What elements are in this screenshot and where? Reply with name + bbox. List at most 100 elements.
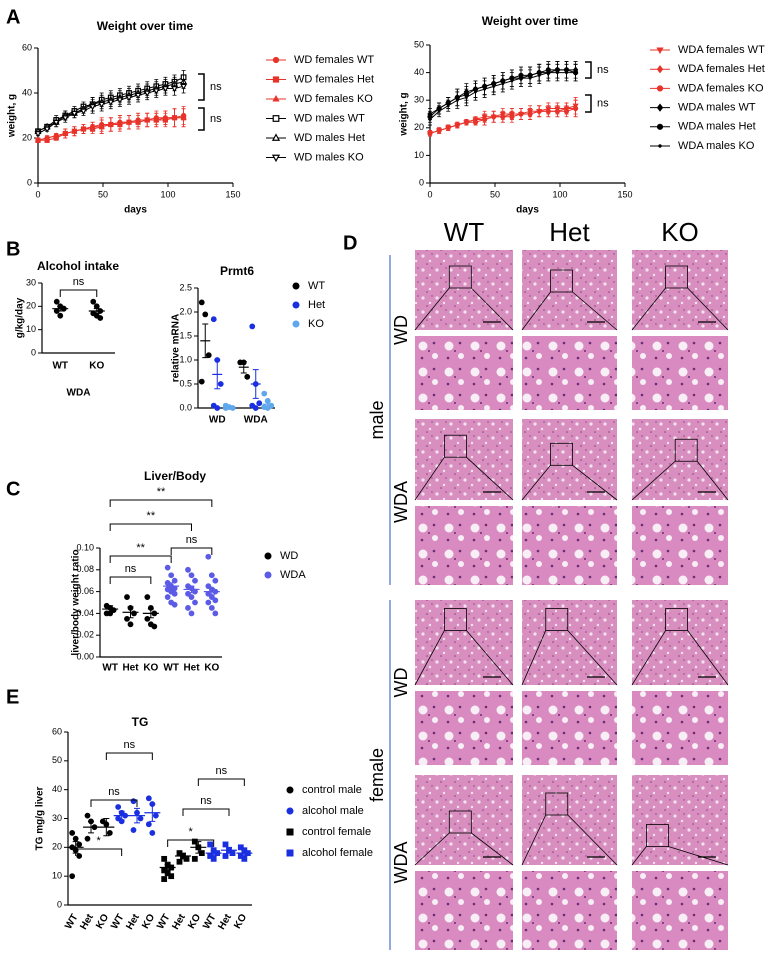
column-header: Het: [549, 217, 590, 247]
error-bar: [57, 305, 64, 312]
error-bar: [164, 864, 171, 871]
significance-bracket: [75, 848, 123, 856]
x-tick-label: 100: [160, 189, 175, 199]
histology-high-mag: [632, 336, 728, 410]
error-bar: [88, 820, 94, 834]
y-tick-label: 1.5: [179, 330, 192, 340]
data-point: [509, 114, 515, 120]
data-point: [43, 126, 51, 134]
histology-low-mag: [415, 600, 513, 685]
histology-high-mag: [415, 506, 513, 585]
data-point: [125, 95, 133, 102]
legend-label: WD males Het: [294, 132, 365, 144]
chart-title: Weight over time: [97, 19, 194, 33]
data-point: [208, 605, 215, 611]
data-point: [188, 610, 195, 617]
x-tick-label: WDA: [244, 415, 268, 426]
error-bar: [134, 807, 140, 824]
data-point: [565, 71, 568, 75]
x-tick-label: WT: [109, 912, 126, 931]
y-tick-label: 0.08: [76, 564, 94, 574]
chart-title: Weight over time: [482, 14, 579, 28]
legend-marker: [272, 76, 280, 83]
significance-label: ns: [186, 534, 198, 546]
data-point: [555, 71, 559, 75]
legend-label: WDA females WT: [678, 44, 765, 56]
data-point: [176, 858, 183, 865]
data-point: [72, 835, 79, 842]
data-point: [244, 373, 251, 380]
zoom-box: [443, 608, 467, 631]
y-tick-label: 0: [31, 347, 36, 357]
x-tick-label: 100: [552, 189, 567, 199]
data-point: [454, 122, 460, 128]
data-point: [116, 118, 123, 125]
data-point: [210, 316, 217, 323]
data-point: [208, 572, 215, 579]
zoom-box: [443, 434, 467, 458]
zoom-box: [665, 608, 688, 631]
legend-label: WD females KO: [294, 93, 373, 105]
legend-label: KO: [308, 318, 324, 330]
x-tick-label: KO: [89, 361, 104, 372]
legend-marker: [272, 115, 280, 122]
zoom-lines: [631, 630, 729, 686]
data-point: [153, 116, 160, 123]
data-point: [554, 108, 561, 114]
y-tick-label: 30: [52, 813, 62, 823]
histology-high-mag: [632, 691, 728, 765]
data-point: [474, 90, 477, 94]
data-point: [191, 855, 198, 862]
histology-low-mag: [632, 419, 728, 500]
panel-label: B: [6, 238, 20, 260]
data-point: [145, 795, 152, 802]
y-tick-label: 0: [57, 899, 62, 909]
legend-marker: [656, 123, 664, 130]
data-point: [69, 830, 76, 836]
data-point: [212, 610, 219, 617]
x-tick-label: 50: [490, 189, 500, 199]
data-point: [563, 108, 570, 114]
data-point: [97, 315, 104, 321]
data-point: [149, 830, 156, 836]
histology-high-mag: [522, 691, 617, 765]
significance-label: ns: [597, 64, 609, 76]
data-point: [53, 298, 60, 305]
x-axis-label: days: [516, 205, 539, 216]
y-tick-label: 40: [414, 67, 424, 77]
zoom-lines: [631, 846, 729, 866]
x-tick-label: 150: [617, 189, 632, 199]
significance-label: ns: [210, 113, 222, 125]
panel-label: D: [343, 232, 357, 254]
x-axis-label: days: [124, 205, 147, 216]
significance-label: ns: [124, 739, 136, 751]
data-point: [61, 115, 69, 122]
data-point: [107, 121, 114, 127]
zoom-lines: [521, 464, 618, 501]
histology-high-mag: [415, 336, 513, 410]
data-point: [161, 855, 168, 862]
data-point: [124, 615, 130, 622]
data-point: [527, 111, 533, 117]
y-axis-label: TG mg/g liver: [35, 786, 46, 850]
data-point: [185, 566, 191, 573]
data-point: [491, 114, 497, 120]
data-point: [98, 101, 106, 109]
y-tick-label: 20: [26, 301, 36, 311]
legend-marker: [658, 144, 662, 148]
data-point: [261, 390, 268, 397]
significance-bracket: [197, 778, 245, 786]
x-tick-label: 50: [98, 189, 108, 199]
significance-label: ns: [73, 276, 85, 288]
data-point: [501, 82, 505, 86]
y-tick-label: 0.04: [76, 608, 94, 618]
data-point: [130, 827, 137, 833]
data-point: [241, 855, 248, 862]
data-point: [171, 577, 178, 584]
data-point: [84, 812, 91, 819]
significance-label: ns: [210, 81, 222, 93]
data-point: [76, 853, 83, 859]
data-point: [574, 71, 578, 75]
data-point: [437, 109, 441, 113]
